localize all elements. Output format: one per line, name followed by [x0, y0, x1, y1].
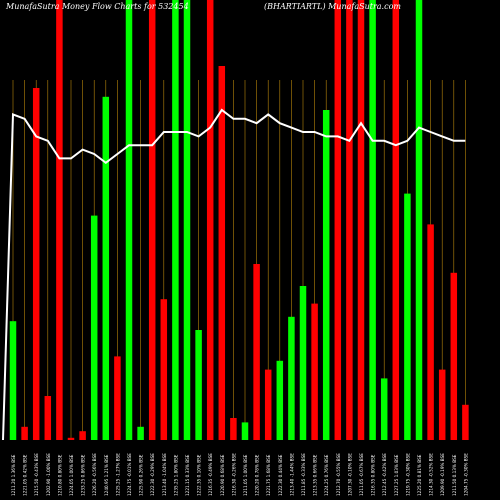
x-tick-label: 1211.85 -0.33% BSE: [301, 453, 306, 496]
x-tick-label: 1210.80 0.80% BSE: [57, 454, 62, 496]
x-tick-label: 1211.05 1.00% BSE: [243, 454, 248, 496]
x-tick-label: 1220.90 0.68% BSE: [220, 454, 225, 496]
x-tick-label: 1211.20 1.36% BSE: [11, 454, 16, 496]
x-tick-label: 1216.35 0.80% BSE: [371, 454, 376, 496]
bar: [56, 0, 63, 440]
bar: [427, 224, 434, 440]
x-tick-label: 1216.30 -0.26% BSE: [231, 453, 236, 496]
bar: [90, 215, 98, 440]
bar: [206, 0, 214, 440]
bar: [148, 0, 156, 440]
bar: [102, 96, 110, 441]
x-tick-label: 1224.75 -0.01% BSE: [127, 453, 132, 496]
bar: [288, 316, 295, 440]
bar: [125, 0, 133, 440]
bar: [311, 303, 318, 440]
x-tick-label: 1215.50 -0.43% BSE: [34, 453, 39, 496]
x-tick-label: 1225.25 -1.27% BSE: [115, 453, 120, 496]
bar: [380, 378, 388, 440]
bar: [172, 0, 179, 440]
x-tick-label: 1220.20 0.78% BSE: [255, 454, 260, 496]
bar: [450, 272, 458, 440]
x-tick-label: 1224.05 1.00% BSE: [69, 454, 74, 496]
chart-subtitle: (BHARTIARTL) MunafaSutra.com: [264, 2, 401, 11]
x-tick-label: 1202.90 -1.00% BSE: [46, 453, 51, 496]
x-tick-label: 1222.30 0.44% BSE: [278, 454, 283, 496]
bar: [334, 0, 342, 440]
bar: [195, 330, 202, 440]
bar: [438, 369, 446, 440]
bar: [9, 321, 17, 440]
x-tick-label: 1216.35 -0.49% BSE: [208, 453, 213, 496]
x-tick-labels: 1211.20 1.36% BSE 1221.05 0.42% BSE 1215.5…: [11, 453, 468, 496]
x-tick-label: 1222.35 0.10% BSE: [197, 454, 202, 496]
bar: [264, 369, 272, 440]
bar: [357, 0, 365, 440]
x-tick-label: 1212.70 -0.55% BSE: [336, 453, 341, 496]
bar: [346, 0, 353, 440]
bar: [322, 110, 330, 440]
x-tick-label: 1222.30 -0.29% BSE: [150, 453, 155, 496]
bar: [369, 0, 376, 440]
x-tick-label: 1207.30 -0.10% BSE: [347, 453, 352, 496]
bar: [241, 422, 249, 440]
x-tick-label: 1224.25 0.76% BSE: [324, 454, 329, 496]
x-tick-label: 1213.40 -1.04% BSE: [162, 453, 167, 496]
bar-series: [9, 0, 469, 441]
bar: [415, 0, 423, 440]
bar: [79, 431, 86, 440]
bar: [253, 264, 260, 440]
bar: [299, 286, 307, 440]
bar: [276, 360, 284, 440]
bar: [21, 426, 28, 440]
bar: [160, 299, 168, 440]
x-tick-label: 1225.90 0.26% BSE: [139, 454, 144, 496]
bar: [114, 356, 121, 440]
bar: [392, 0, 400, 440]
x-tick-label: 1227.25 1.03% BSE: [394, 454, 399, 496]
bar: [137, 426, 144, 440]
x-tick-label: 1225.20 0.81% BSE: [417, 454, 422, 496]
bar: [404, 193, 411, 440]
x-tick-label: 1212.45 -0.42% BSE: [382, 453, 387, 496]
x-tick-label: 1209.90 -0.19% BSE: [440, 453, 445, 496]
x-tick-label: 1213.40 -1.44% BSE: [289, 453, 294, 496]
bar: [32, 88, 40, 440]
x-tick-label: 1235.25 1.80% BSE: [173, 454, 178, 496]
bar: [218, 66, 226, 440]
x-tick-label: 1221.15 0.33% BSE: [185, 454, 190, 496]
bar: [67, 437, 75, 440]
x-tick-label: 1233.25 0.86% BSE: [81, 454, 86, 496]
bar: [230, 418, 237, 440]
x-tick-label: 1219.75 -0.30% BSE: [405, 453, 410, 496]
x-tick-label: 1213.35 0.66% BSE: [313, 454, 318, 496]
x-tick-label: 1221.05 0.42% BSE: [23, 454, 28, 496]
x-tick-label: 1226.20 -0.56% BSE: [92, 453, 97, 496]
bar: [44, 396, 52, 440]
bar: [462, 404, 469, 440]
x-tick-label: 1221.75 1.68% BSE: [266, 454, 271, 496]
money-flow-line: [2, 108, 466, 441]
x-tick-label: 1211.50 0.13% BSE: [452, 454, 457, 496]
x-tick-label: 1211.05 -0.67% BSE: [359, 453, 364, 496]
x-tick-label: 1214.30 -0.52% BSE: [429, 453, 434, 496]
chart-title: MunafaSutra Money Flow Charts for 532454: [6, 2, 189, 11]
x-tick-label: 1204.75 -0.30% BSE: [463, 453, 468, 496]
bar: [183, 0, 191, 440]
x-tick-label: 1240.95 1.21% BSE: [104, 454, 109, 496]
